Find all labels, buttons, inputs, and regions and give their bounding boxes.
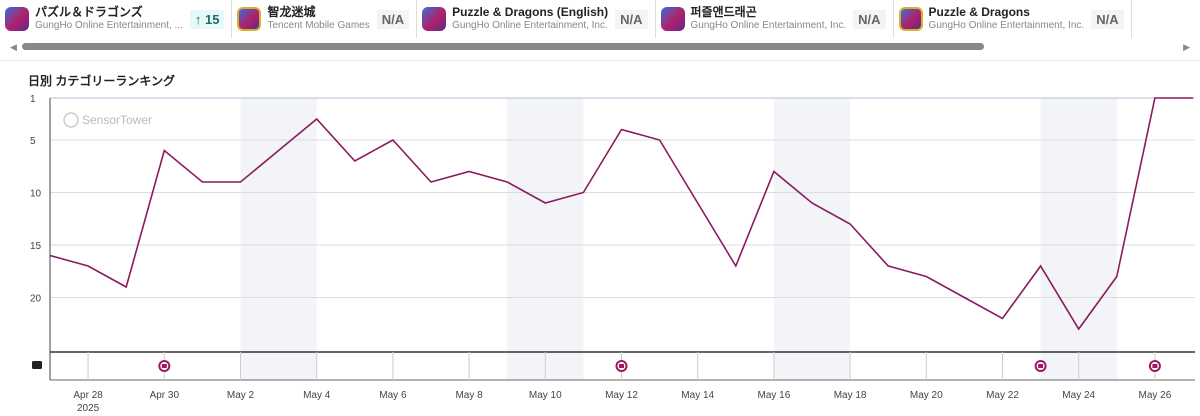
app-icon <box>898 7 923 31</box>
scroll-right-icon[interactable]: ▶ <box>1183 42 1190 52</box>
watermark: SensorTower <box>82 113 152 127</box>
event-marker-glyph <box>1152 364 1158 368</box>
chart-title: 日別 カテゴリーランキング <box>28 74 175 88</box>
x-tick-label: Apr 28 <box>73 390 103 401</box>
y-tick-label: 1 <box>30 94 36 105</box>
rank-change-badge: ↑ 15 <box>189 9 225 29</box>
rank-change-badge: N/A <box>376 9 410 29</box>
series-line <box>49 97 1193 331</box>
app-icon <box>422 7 447 31</box>
weekend-band <box>507 98 584 380</box>
x-tick-label: May 12 <box>605 390 638 401</box>
event-marker-glyph <box>1038 364 1044 368</box>
app-icon <box>660 7 685 31</box>
x-tick-label: May 6 <box>379 390 407 401</box>
x-tick-label: May 16 <box>758 390 791 401</box>
horizontal-scrollbar[interactable]: ◀ ▶ <box>10 42 1190 52</box>
app-name: Puzzle & Dragons (English) <box>452 5 609 19</box>
event-marker-glyph <box>619 364 624 368</box>
app-item[interactable]: 智龙迷城 Tencent Mobile Games N/A <box>232 0 418 38</box>
rank-change-badge: N/A <box>615 9 648 29</box>
x-tick-label: May 24 <box>1062 390 1095 401</box>
app-publisher: GungHo Online Entertainment, Inc. <box>928 20 1085 31</box>
y-tick-label: 5 <box>30 136 36 147</box>
divider <box>0 60 1200 61</box>
app-comparison-bar: パズル＆ドラゴンズ GungHo Online Entertainment, .… <box>0 0 1132 40</box>
app-publisher: Tencent Mobile Games <box>267 20 370 31</box>
scroll-left-icon[interactable]: ◀ <box>10 42 17 52</box>
app-publisher: GungHo Online Entertainment, Inc. <box>690 20 847 31</box>
x-tick-label: May 20 <box>910 390 943 401</box>
x-tick-label: May 18 <box>834 390 867 401</box>
app-item[interactable]: Puzzle & Dragons GungHo Online Entertain… <box>894 0 1132 38</box>
x-tick-label: May 4 <box>303 390 331 401</box>
x-tick-label: Apr 30 <box>150 390 180 401</box>
y-tick-label: 15 <box>30 241 42 252</box>
x-tick-label: May 8 <box>455 390 483 401</box>
x-tick-label: May 10 <box>529 390 562 401</box>
rank-change-badge: N/A <box>1091 9 1124 29</box>
weekend-band <box>1040 98 1117 380</box>
y-tick-label: 20 <box>30 294 42 305</box>
app-item[interactable]: Puzzle & Dragons (English) GungHo Online… <box>417 0 656 38</box>
x-tick-label: May 26 <box>1139 390 1172 401</box>
weekend-band <box>240 98 317 380</box>
app-icon <box>237 7 262 31</box>
rank-change-badge: N/A <box>853 9 886 29</box>
x-tick-label: May 14 <box>681 390 714 401</box>
y-tick-label: 10 <box>30 189 42 200</box>
weekend-band <box>773 98 851 380</box>
app-name: Puzzle & Dragons <box>928 5 1030 19</box>
add-annotation-icon[interactable] <box>32 361 42 369</box>
app-name: 퍼즐앤드래곤 <box>690 5 757 19</box>
event-marker-glyph <box>161 364 167 368</box>
app-item[interactable]: 퍼즐앤드래곤 GungHo Online Entertainment, Inc.… <box>656 0 894 38</box>
x-tick-label: May 22 <box>986 390 1019 401</box>
app-item[interactable]: パズル＆ドラゴンズ GungHo Online Entertainment, .… <box>0 0 233 38</box>
app-icon <box>5 7 29 31</box>
scrollbar-thumb[interactable] <box>22 43 984 50</box>
app-publisher: GungHo Online Entertainment, ... <box>35 20 183 31</box>
sensor-tower-logo-icon <box>63 112 79 128</box>
x-tick-label: May 2 <box>227 390 255 401</box>
app-name: パズル＆ドラゴンズ <box>35 5 143 19</box>
x-tick-year: 2025 <box>77 403 100 414</box>
app-name: 智龙迷城 <box>267 5 316 19</box>
app-publisher: GungHo Online Entertainment, Inc. <box>452 20 608 31</box>
